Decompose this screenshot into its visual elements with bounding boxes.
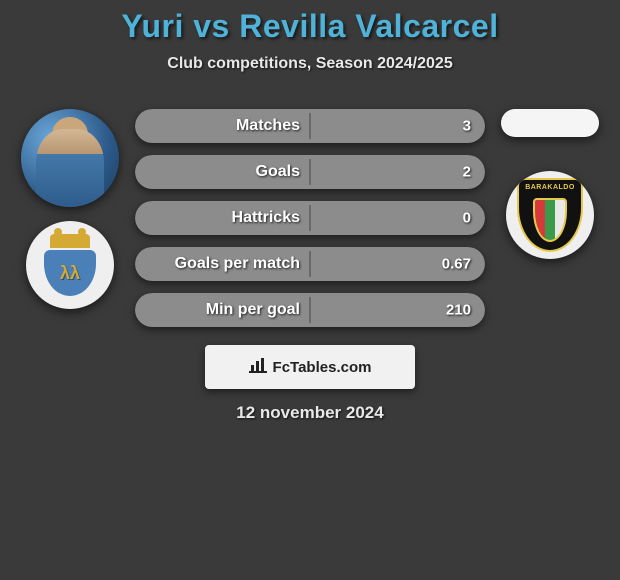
stat-label: Matches [236,117,300,135]
page-title: Yuri vs Revilla Valcarcel [0,8,620,45]
stats-column: Matches 3 Goals 2 Hattricks 0 Goals per match 0… [135,109,485,327]
comparison-card: Yuri vs Revilla Valcarcel Club competiti… [0,0,620,580]
stat-label: Goals [256,163,300,181]
club-right-logo: BARAKALDO [506,171,594,259]
stat-divider [309,251,311,277]
stat-bar: Min per goal 210 [135,293,485,327]
stat-left-half: Min per goal [135,293,310,327]
stat-bar: Hattricks 0 [135,201,485,235]
stat-label: Goals per match [175,255,300,273]
stat-right-half [310,155,485,189]
attribution-box[interactable]: FcTables.com [205,345,415,389]
stat-right-half [310,201,485,235]
left-column: λλ [15,109,125,309]
right-column: BARAKALDO [495,109,605,259]
attribution-text: FcTables.com [273,359,372,376]
stat-divider [309,205,311,231]
stat-bar: Matches 3 [135,109,485,143]
stat-right-half [310,109,485,143]
club-right-band: BARAKALDO [519,184,581,191]
stat-bar: Goals per match 0.67 [135,247,485,281]
main-row: λλ Matches 3 Goals 2 Hattricks 0 Goals per mat… [0,103,620,327]
player-left-photo [21,109,119,207]
stat-label: Min per goal [206,301,300,319]
stat-right-value: 210 [446,302,471,319]
stat-right-value: 0 [463,210,471,227]
stat-divider [309,113,311,139]
player-right-photo-placeholder [501,109,599,137]
bar-chart-icon [249,357,267,378]
stat-divider [309,159,311,185]
stat-left-half: Goals [135,155,310,189]
stat-left-half: Goals per match [135,247,310,281]
stat-label: Hattricks [232,209,300,227]
club-right-inner-shield [533,198,567,242]
stat-right-value: 0.67 [442,256,471,273]
club-left-logo: λλ [26,221,114,309]
crown-icon [50,234,90,248]
footer-date: 12 november 2024 [0,403,620,423]
stat-right-value: 3 [463,118,471,135]
stat-bar: Goals 2 [135,155,485,189]
stat-left-half: Hattricks [135,201,310,235]
stat-right-value: 2 [463,164,471,181]
shield-icon: λλ [44,250,96,296]
stat-divider [309,297,311,323]
page-subtitle: Club competitions, Season 2024/2025 [0,55,620,73]
stat-left-half: Matches [135,109,310,143]
